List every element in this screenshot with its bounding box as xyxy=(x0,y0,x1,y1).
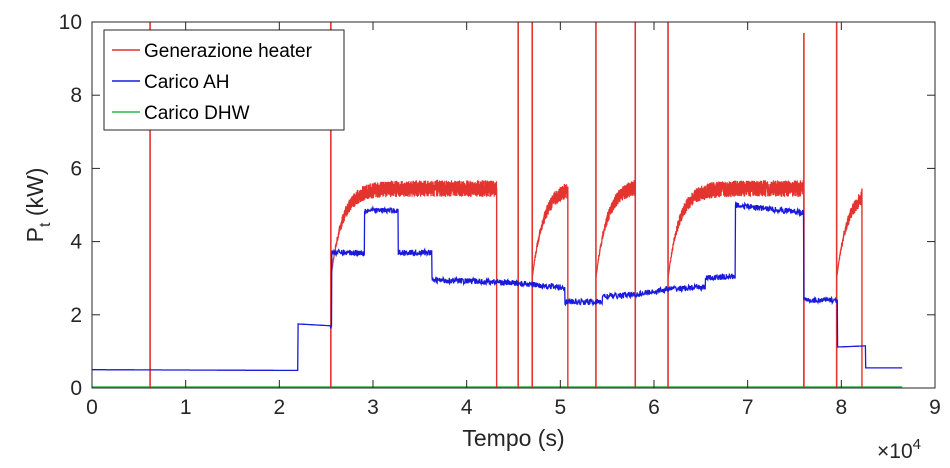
heater-segment xyxy=(531,183,569,279)
y-label-main: P xyxy=(22,227,48,242)
legend: Generazione heater Carico AH Carico DHW xyxy=(103,29,345,131)
y-tick-label: 10 xyxy=(59,11,82,34)
y-tick-label: 2 xyxy=(70,304,82,327)
x-tick-label: 7 xyxy=(742,396,754,419)
x-axis-label: Tempo (s) xyxy=(462,425,564,451)
x-exponent-power: 4 xyxy=(913,436,921,453)
x-exponent-base: ×10 xyxy=(877,440,913,463)
y-tick-label: 8 xyxy=(70,84,82,107)
y-tick-label: 4 xyxy=(70,231,82,254)
y-axis-label: Pt (kW) xyxy=(22,168,54,243)
x-tick-label: 0 xyxy=(86,396,98,419)
axes-box xyxy=(91,21,936,389)
x-tick-label: 9 xyxy=(929,396,941,419)
heater-segment xyxy=(330,179,498,279)
x-tick-label: 3 xyxy=(367,396,379,419)
x-tick-label: 4 xyxy=(461,396,473,419)
legend-label: Carico DHW xyxy=(144,103,250,124)
y-tick-label: 6 xyxy=(70,157,82,180)
series-line-carico-ah xyxy=(92,201,903,372)
legend-box xyxy=(103,29,345,131)
tick-labels: 0 1 2 3 4 5 6 7 8 9 0 2 4 6 8 10 xyxy=(59,11,941,419)
legend-label: Carico AH xyxy=(144,72,230,93)
x-axis-exponent: ×104 xyxy=(877,436,921,463)
x-tick-label: 6 xyxy=(648,396,660,419)
x-tick-label: 1 xyxy=(180,396,192,419)
heater-segment xyxy=(667,180,805,279)
x-tick-label: 2 xyxy=(273,396,285,419)
x-tick-label: 5 xyxy=(554,396,566,419)
x-tick-label: 8 xyxy=(835,396,847,419)
y-label-sub: t xyxy=(37,222,54,227)
y-tick-label: 0 xyxy=(70,377,82,400)
y-label-unit: (kW) xyxy=(22,168,48,223)
legend-label: Generazione heater xyxy=(144,41,313,62)
heater-segment xyxy=(836,191,863,279)
heater-segment xyxy=(595,179,636,279)
axes xyxy=(91,21,936,389)
